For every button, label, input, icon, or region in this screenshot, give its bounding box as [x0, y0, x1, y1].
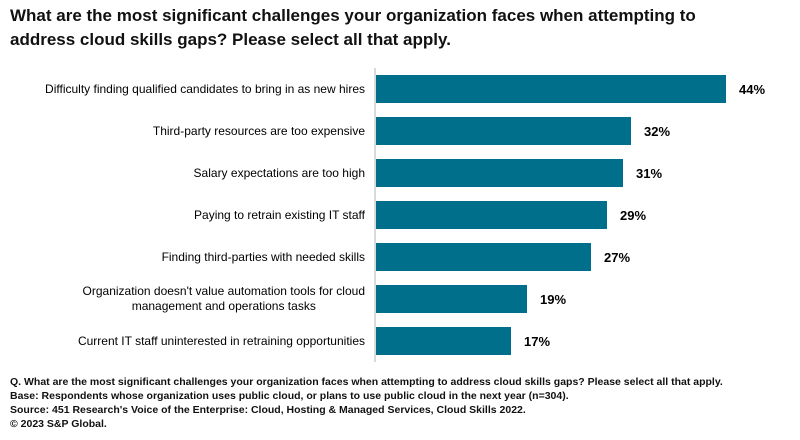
chart-row: Paying to retrain existing IT staff 29% — [0, 194, 800, 236]
bar-cell: 44% — [374, 68, 800, 110]
bar-cell: 27% — [374, 236, 800, 278]
bar — [376, 201, 607, 229]
category-label: Current IT staff uninterested in retrain… — [77, 333, 365, 348]
bar-cell: 31% — [374, 152, 800, 194]
category-label: Difficulty finding qualified candidates … — [45, 81, 365, 96]
category-label-cell: Current IT staff uninterested in retrain… — [0, 320, 374, 362]
value-label: 19% — [540, 291, 567, 307]
bar — [376, 75, 726, 103]
footnote-base: Base: Respondents whose organization use… — [10, 390, 569, 402]
category-label-cell: Third-party resources are too expensive — [0, 110, 374, 152]
category-label-cell: Salary expectations are too high — [0, 152, 374, 194]
footnote-question: Q. What are the most significant challen… — [10, 376, 723, 388]
bar-cell: 29% — [374, 194, 800, 236]
value-label: 31% — [636, 165, 663, 181]
category-label-cell: Organization doesn't value automation to… — [0, 278, 374, 320]
category-label: Paying to retrain existing IT staff — [194, 207, 365, 222]
chart-row: Third-party resources are too expensive 3… — [0, 110, 800, 152]
category-label: Salary expectations are too high — [193, 165, 365, 180]
category-label: Organization doesn't value automation to… — [82, 284, 365, 313]
chart-footnotes: Q. What are the most significant challen… — [10, 375, 798, 431]
bar-cell: 19% — [374, 278, 800, 320]
category-label-cell: Paying to retrain existing IT staff — [0, 194, 374, 236]
bar-cell: 17% — [374, 320, 800, 362]
bar — [376, 243, 591, 271]
category-label: Third-party resources are too expensive — [152, 123, 365, 138]
category-label-cell: Finding third-parties with needed skills — [0, 236, 374, 278]
bar — [376, 327, 511, 355]
category-label: Finding third-parties with needed skills — [161, 249, 365, 264]
footnote-source: Source: 451 Research's Voice of the Ente… — [10, 404, 526, 416]
chart-row: Organization doesn't value automation to… — [0, 278, 800, 320]
chart-row: Finding third-parties with needed skills… — [0, 236, 800, 278]
bar-cell: 32% — [374, 110, 800, 152]
bar — [376, 285, 527, 313]
chart-row: Current IT staff uninterested in retrain… — [0, 320, 800, 362]
chart-row: Difficulty finding qualified candidates … — [0, 68, 800, 110]
value-label: 32% — [644, 123, 671, 139]
value-label: 44% — [739, 81, 766, 97]
category-label-cell: Difficulty finding qualified candidates … — [0, 68, 374, 110]
footnote-copyright: © 2023 S&P Global. — [10, 418, 107, 430]
bar-chart: Difficulty finding qualified candidates … — [0, 68, 800, 362]
value-label: 17% — [524, 333, 551, 349]
bar — [376, 117, 631, 145]
value-label: 27% — [604, 249, 631, 265]
value-label: 29% — [620, 207, 647, 223]
chart-title: What are the most significant challenges… — [10, 6, 696, 49]
bar — [376, 159, 623, 187]
chart-row: Salary expectations are too high 31% — [0, 152, 800, 194]
